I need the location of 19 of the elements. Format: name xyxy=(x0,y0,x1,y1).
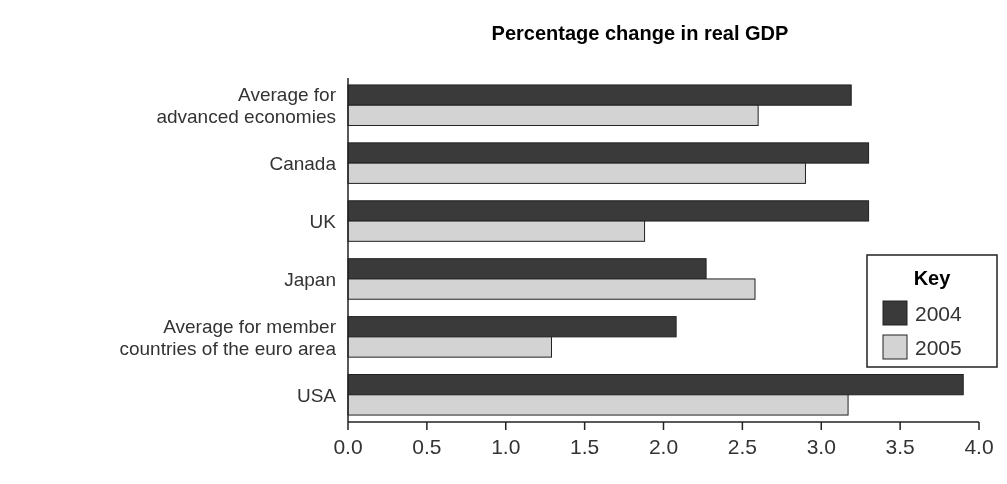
y-tick-label: UK xyxy=(309,211,337,233)
y-tick-label: USA xyxy=(296,384,337,406)
x-tick-label: 2.0 xyxy=(648,435,679,458)
x-tick-label: 3.0 xyxy=(806,435,836,458)
legend-title: Key xyxy=(913,267,952,289)
y-tick-label: Average for member countries of the euro area xyxy=(119,315,337,359)
x-tick-label: 1.5 xyxy=(570,435,600,458)
y-tick-label: Average for advanced economies xyxy=(156,84,337,128)
legend-label: 2004 xyxy=(915,302,963,325)
x-tick-label: 2.5 xyxy=(727,435,757,458)
x-tick-label: 1.0 xyxy=(491,435,521,458)
y-tick-label: Canada xyxy=(269,153,337,175)
x-tick-label: 0.5 xyxy=(412,435,442,458)
y-tick-label: Japan xyxy=(284,268,336,290)
legend-label: 2005 xyxy=(915,336,962,359)
x-tick-label: 3.5 xyxy=(885,435,915,458)
chart-title: Percentage change in real GDP xyxy=(491,22,789,44)
x-tick-label: 0.0 xyxy=(333,435,363,458)
x-tick-label: 4.0 xyxy=(964,435,994,458)
